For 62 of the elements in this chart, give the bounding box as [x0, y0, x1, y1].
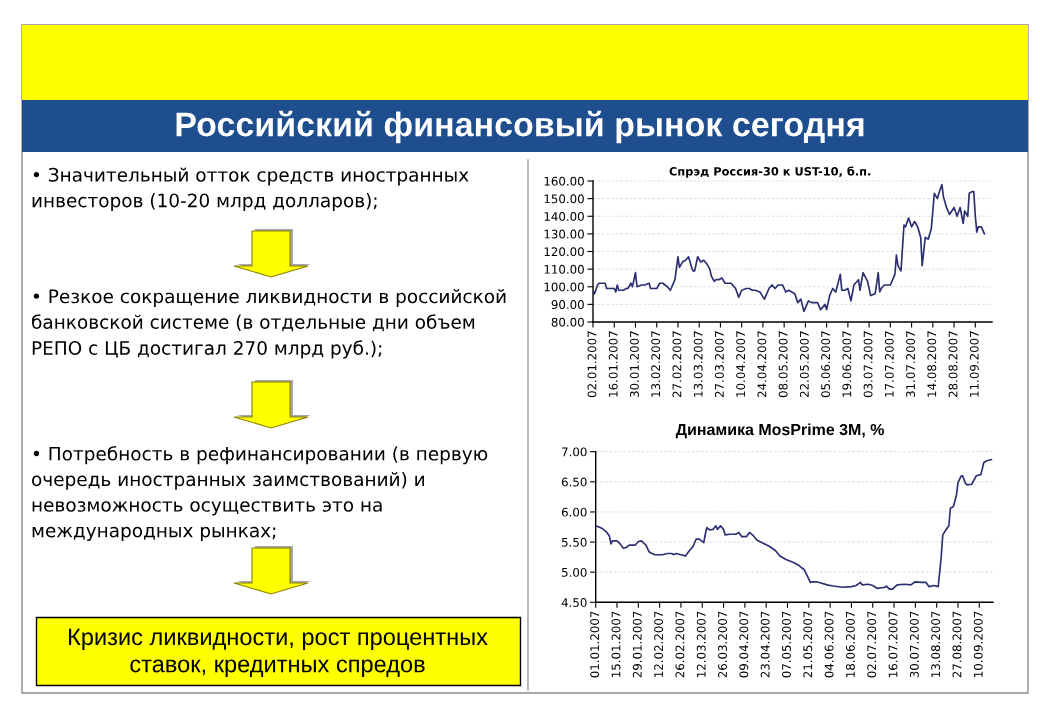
x-tick-label: 27.02.2007 [672, 331, 682, 398]
y-tick-label: 100.00 [544, 282, 584, 292]
x-tick-label: 26.03.2007 [718, 611, 727, 678]
x-tick-label: 14.08.2007 [927, 331, 937, 397]
y-tick-label: 130.00 [544, 229, 584, 239]
y-tick-label: 6.00 [561, 507, 587, 517]
text: • Значительный отток средств иностранных инвесторов (10-20 млрд долларов); [32, 167, 469, 211]
y-tick-label: 5.00 [561, 567, 587, 577]
x-tick-label: 27.08.2007 [952, 611, 962, 678]
y-tick-label: 110.00 [544, 264, 584, 274]
x-tick-label: 19.06.2007 [842, 331, 852, 397]
line-series [593, 183, 986, 313]
text: • Резкое сокращение ликвидности в российской банковской системе (в отдельные дни объем РЕПО с ЦБ достигал 270 млрд руб.); [32, 289, 506, 359]
x-tick-label: 18.06.2007 [845, 611, 855, 677]
x-tick-label: 21.05.2007 [803, 611, 813, 678]
x-tick-label: 03.07.2007 [863, 331, 873, 398]
y-tick-label: 7.00 [562, 447, 587, 457]
chart-title: Динамика MosPrime 3M, % [675, 423, 884, 439]
x-tick-label: 31.07.2007 [906, 331, 916, 398]
text: Кризис ликвидности, рост процентных ставок, кредитных спредов [68, 628, 488, 678]
x-tick-label: 02.07.2007 [867, 611, 877, 678]
y-tick-label: 140.00 [544, 211, 584, 221]
x-tick-label: 23.04.2007 [760, 611, 770, 678]
y-tick-label: 6.50 [561, 477, 587, 487]
x-tick-label: 28.08.2007 [948, 331, 958, 398]
x-tick-label: 27.03.2007 [714, 331, 724, 398]
x-tick-label: 16.01.2007 [608, 331, 618, 397]
x-tick-label: 10.04.2007 [736, 331, 746, 397]
x-tick-label: 09.04.2007 [739, 611, 749, 678]
y-tick-label: 80.00 [551, 317, 584, 327]
x-tick-label: 29.01.2007 [632, 611, 642, 678]
x-tick-label: 05.06.2007 [821, 331, 831, 398]
x-tick-label: 24.04.2007 [757, 331, 767, 398]
x-tick-label: 02.01.2007 [587, 331, 597, 398]
x-tick-label: 07.05.2007 [782, 611, 791, 678]
x-tick-label: 08.05.2007 [778, 331, 788, 398]
x-tick-label: 10.09.2007 [973, 611, 983, 677]
x-tick-label: 12.02.2007 [654, 611, 664, 677]
x-tick-label: 30.07.2007 [909, 611, 919, 678]
line-series [595, 458, 993, 590]
y-tick-label: 150.00 [544, 194, 584, 204]
x-tick-label: 13.02.2007 [651, 331, 661, 397]
y-tick-label: 5.50 [561, 537, 587, 547]
x-tick-label: 16.07.2007 [888, 611, 898, 677]
x-tick-label: 13.08.2007 [931, 611, 941, 677]
x-tick-label: 13.03.2007 [693, 331, 703, 397]
chart-title: Спрэд Россия-30 к UST-10, б.п. [669, 166, 871, 178]
x-tick-label: 15.01.2007 [611, 611, 621, 677]
x-tick-label: 26.02.2007 [675, 611, 685, 678]
x-tick-label: 11.09.2007 [969, 331, 979, 397]
text: • Потребность в рефинансировании (в первую очередь иностранных заимствований) и невозможность осуществить это на международных рынках; [32, 446, 488, 541]
y-tick-label: 90.00 [551, 300, 584, 310]
x-tick-label: 22.05.2007 [799, 331, 809, 398]
x-tick-label: 12.03.2007 [696, 611, 706, 677]
x-tick-label: 01.01.2007 [590, 611, 600, 678]
x-tick-label: 04.06.2007 [824, 611, 834, 678]
x-tick-label: 17.07.2007 [884, 331, 894, 397]
y-tick-label: 160.00 [544, 176, 584, 186]
y-tick-label: 120.00 [544, 247, 584, 257]
text: Российский финансовый рынок сегодня [176, 110, 864, 144]
x-tick-label: 30.01.2007 [629, 331, 639, 398]
y-tick-label: 4.50 [561, 598, 587, 607]
